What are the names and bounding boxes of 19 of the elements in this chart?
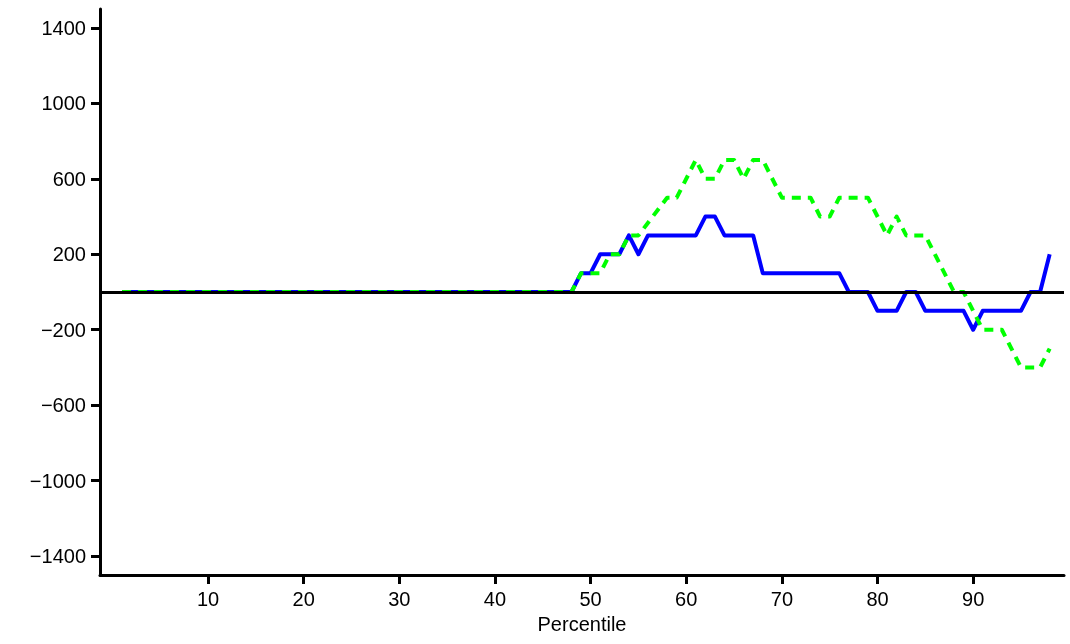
y-tick-label: −600 [40,394,86,417]
x-axis-title: Percentile [537,612,627,635]
y-tick-label: 200 [52,243,86,266]
y-tick-label: −1400 [29,545,86,568]
y-tick-label: −1000 [29,469,86,492]
line-series [120,157,1052,370]
x-tick-label: 40 [483,588,507,610]
y-tick-label: −200 [40,318,86,341]
x-tick-label: 20 [292,588,315,610]
x-tick-label: 70 [770,588,793,610]
x-tick-label: 90 [962,588,985,610]
y-tick-label: 1000 [41,92,86,115]
x-tick-label: 30 [388,588,411,610]
x-tick-label: 10 [196,588,220,610]
x-tick-label: 60 [675,588,698,610]
x-tick-label: 80 [866,588,889,610]
y-tick-label: 600 [52,167,86,190]
x-tick-label: 50 [579,588,602,610]
y-tick-label: 1400 [41,16,86,39]
